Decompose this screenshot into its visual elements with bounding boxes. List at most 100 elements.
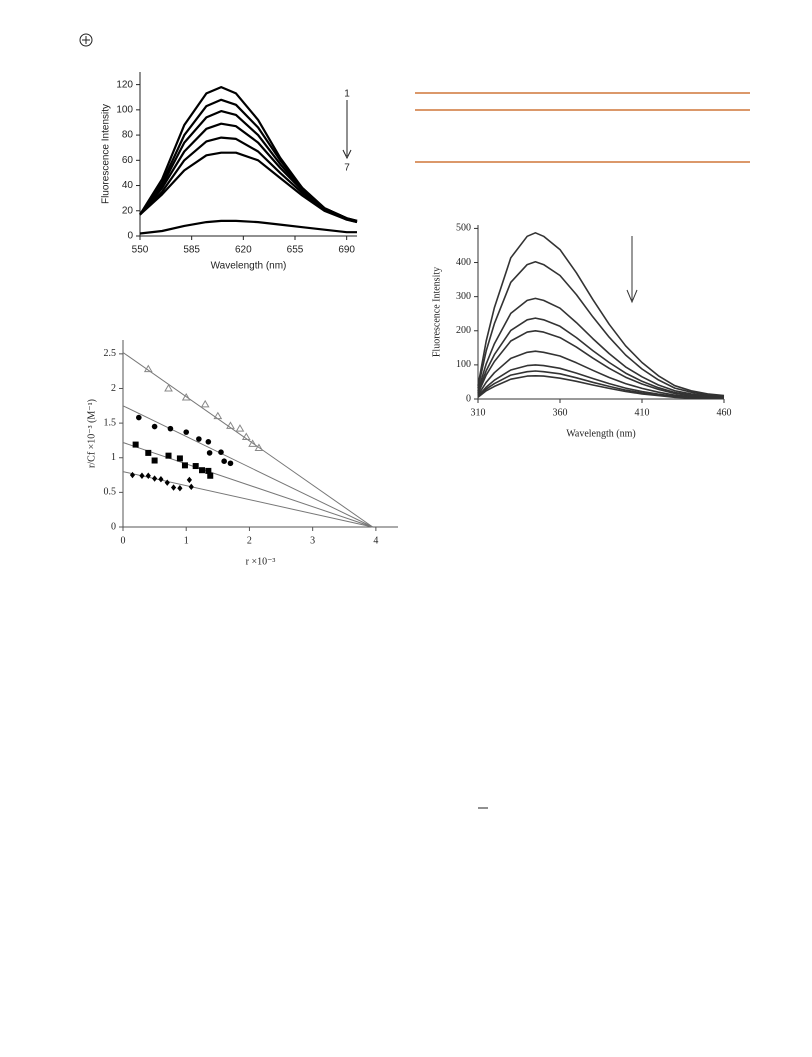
point-triangle xyxy=(254,443,264,452)
spectrum-line xyxy=(139,219,357,235)
y-tick-label: 60 xyxy=(122,155,134,166)
x-tick-label: 0 xyxy=(121,535,126,546)
point-triangle xyxy=(143,364,153,373)
x-tick-label: 550 xyxy=(132,245,149,256)
point-circle xyxy=(206,450,213,456)
x-tick-label: 4 xyxy=(373,535,378,546)
x-tick-label: 620 xyxy=(235,245,252,256)
y-tick-label: 0.5 xyxy=(104,487,117,498)
fit-line xyxy=(122,442,373,528)
x-axis-label: r ×10⁻³ xyxy=(246,556,276,567)
spectrum-line xyxy=(139,110,358,222)
y-tick-label: 120 xyxy=(116,79,133,90)
x-tick-label: 655 xyxy=(287,245,304,256)
spectrum-line xyxy=(477,317,725,399)
arrow-head xyxy=(626,289,638,304)
point-square xyxy=(205,467,212,474)
arrow-head xyxy=(342,149,352,160)
point-square xyxy=(165,452,172,459)
y-tick-label: 0 xyxy=(127,231,133,242)
point-triangle xyxy=(226,421,235,429)
point-triangle xyxy=(200,399,210,408)
point-square xyxy=(181,462,188,469)
spectrum-line xyxy=(477,330,725,399)
point-circle xyxy=(196,436,202,442)
y-axis-label: Fluorescence Intensity xyxy=(431,267,442,357)
point-circle xyxy=(218,449,224,456)
point-triangle xyxy=(235,424,245,432)
point-square xyxy=(176,455,183,462)
point-circle xyxy=(227,460,234,467)
point-circle xyxy=(151,423,158,430)
point-square xyxy=(151,457,158,464)
point-triangle xyxy=(213,411,223,420)
point-diamond xyxy=(129,471,136,479)
point-circle xyxy=(183,429,190,435)
point-triangle xyxy=(181,392,191,401)
spectrum-line xyxy=(139,98,358,222)
annotation: 1 xyxy=(344,89,350,100)
point-diamond xyxy=(164,479,170,486)
point-triangle xyxy=(241,432,251,440)
point-diamond xyxy=(139,472,145,479)
y-tick-label: 2.5 xyxy=(104,348,117,359)
x-axis-label: Wavelength (nm) xyxy=(566,428,635,439)
y-tick-label: 1 xyxy=(111,452,116,463)
point-diamond xyxy=(188,483,194,491)
y-tick-label: 0 xyxy=(466,393,471,404)
point-circle xyxy=(136,414,142,421)
y-axis-label: Fluorescence Intensity xyxy=(101,104,112,204)
y-tick-label: 80 xyxy=(122,130,134,141)
point-triangle xyxy=(248,439,257,447)
y-tick-label: 500 xyxy=(456,223,471,234)
point-diamond xyxy=(145,472,151,479)
point-diamond xyxy=(170,484,177,491)
x-tick-label: 1 xyxy=(184,535,189,546)
point-diamond xyxy=(152,475,158,482)
spectrum-line xyxy=(477,232,725,397)
x-tick-label: 310 xyxy=(471,407,486,418)
y-tick-label: 1.5 xyxy=(104,417,117,428)
point-square xyxy=(132,441,139,448)
spectrum-line xyxy=(477,261,725,398)
point-square xyxy=(192,463,199,470)
x-tick-label: 585 xyxy=(183,245,200,256)
point-circle xyxy=(205,439,212,445)
y-tick-label: 200 xyxy=(456,325,471,336)
y-tick-label: 40 xyxy=(122,180,134,191)
y-tick-label: 0 xyxy=(111,521,116,532)
x-tick-label: 690 xyxy=(338,245,355,256)
fit-line xyxy=(122,405,373,528)
x-tick-label: 460 xyxy=(717,407,732,418)
spectrum-line xyxy=(139,136,358,224)
spectrum-line xyxy=(477,297,725,398)
point-square xyxy=(145,449,152,456)
page-icon xyxy=(79,33,93,47)
point-triangle xyxy=(164,383,173,392)
point-diamond xyxy=(158,476,164,483)
x-tick-label: 3 xyxy=(310,535,315,546)
spectrum-line xyxy=(139,151,358,224)
spectrum-line xyxy=(477,350,725,399)
spectrum-line xyxy=(139,86,358,222)
y-tick-label: 2 xyxy=(111,383,116,394)
y-tick-label: 20 xyxy=(122,205,134,216)
y-tick-label: 400 xyxy=(456,257,471,268)
point-square xyxy=(199,467,206,474)
y-tick-label: 100 xyxy=(456,359,471,370)
fit-line xyxy=(122,471,373,528)
point-circle xyxy=(167,425,174,432)
annotation: 7 xyxy=(344,163,350,174)
y-tick-label: 300 xyxy=(456,291,471,302)
spectrum-line xyxy=(477,375,725,400)
y-tick-label: 100 xyxy=(116,104,133,115)
point-circle xyxy=(221,458,227,465)
point-diamond xyxy=(186,476,192,484)
x-axis-label: Wavelength (nm) xyxy=(211,261,287,272)
point-square xyxy=(207,472,214,479)
x-tick-label: 2 xyxy=(247,535,252,546)
page-icon-cross xyxy=(82,36,90,44)
y-axis-label: r/Cf ×10⁻³ (M⁻¹) xyxy=(86,399,97,468)
x-tick-label: 410 xyxy=(635,407,650,418)
